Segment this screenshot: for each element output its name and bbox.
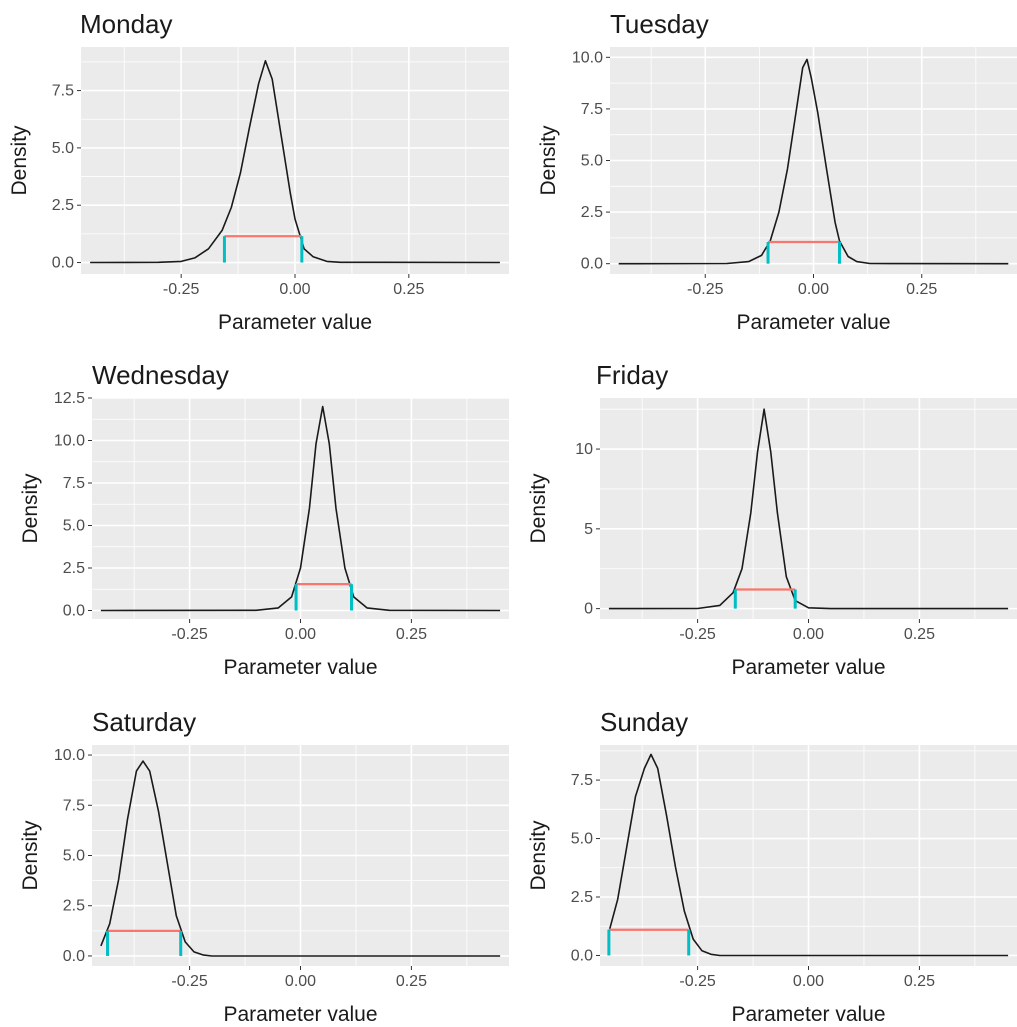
density-line [100, 760, 501, 957]
x-axis-label: Parameter value [223, 656, 377, 679]
x-tick-label: 0.25 [396, 626, 427, 643]
y-axis-label: Density [527, 820, 550, 891]
y-tick-label: 10.0 [572, 49, 603, 66]
y-tick-label: 5.0 [581, 153, 603, 170]
y-tick-label: 2.5 [52, 197, 74, 214]
y-tick-label: 2.5 [581, 204, 603, 221]
y-tick-label: 2.5 [63, 560, 85, 577]
panel-title: Friday [596, 360, 668, 390]
chart-panel-sunday: -0.25 0.00 0.25 0.0 2.5 5.0 7.5 Sunday Parameter… [508, 692, 1017, 1027]
y-tick-label: 0.0 [571, 947, 593, 964]
y-tick-label: 7.5 [581, 101, 603, 118]
x-tick-label: 0.25 [396, 973, 427, 990]
density-line [608, 408, 1009, 610]
chart-panel-monday: -0.25 0.00 0.25 0.0 2.5 5.0 7.5 Monday Parameter… [0, 0, 509, 335]
chart-svg: -0.25 0.00 0.25 0.0 2.5 5.0 7.5 Monday Parameter… [8, 9, 509, 334]
x-tick-label: 0.25 [904, 973, 935, 990]
x-tick-label: -0.25 [687, 281, 724, 298]
y-tick-label: 12.5 [54, 390, 85, 407]
panel-title: Monday [80, 9, 173, 39]
y-tick-label: 7.5 [52, 83, 74, 100]
y-tick-label: 10.0 [54, 747, 85, 764]
x-tick-label: 0.00 [793, 973, 824, 990]
y-tick-label: 2.5 [63, 898, 85, 915]
y-axis-label: Density [19, 820, 42, 891]
density-line [90, 60, 500, 264]
y-axis-label: Density [19, 473, 42, 544]
chart-svg: -0.25 0.00 0.25 0.0 2.5 5.0 7.5 Sunday Parameter… [527, 707, 1017, 1026]
chart-svg: -0.25 0.00 0.25 0 5 10 Friday Parameter value De… [527, 360, 1017, 679]
x-axis-label: Parameter value [731, 1003, 885, 1026]
chart-svg: -0.25 0.00 0.25 0.0 2.5 5.0 7.5 10.0 Tuesday Para… [537, 9, 1017, 334]
x-tick-label: -0.25 [163, 281, 200, 298]
chart-panel-wednesday: -0.25 0.00 0.25 0.0 2.5 5.0 7.5 10.0 12.5 Wednesd… [0, 345, 509, 680]
y-axis-label: Density [537, 125, 560, 196]
y-tick-label: 0.0 [52, 255, 74, 272]
x-tick-label: -0.25 [679, 626, 716, 643]
chart-panel-friday: -0.25 0.00 0.25 0 5 10 Friday Parameter value De… [508, 345, 1017, 680]
y-tick-label: 5.0 [52, 140, 74, 157]
y-axis-label: Density [8, 125, 31, 196]
x-tick-label: 0.25 [906, 281, 937, 298]
y-tick-label: 5 [584, 521, 593, 538]
density-line [608, 753, 1009, 957]
y-tick-label: 2.5 [571, 889, 593, 906]
y-tick-label: 0.0 [63, 948, 85, 965]
x-tick-label: 0.00 [793, 626, 824, 643]
x-axis-label: Parameter value [218, 311, 372, 334]
x-axis-label: Parameter value [731, 656, 885, 679]
y-tick-label: 10 [575, 441, 593, 458]
y-tick-label: 0.0 [581, 256, 603, 273]
density-line [100, 405, 501, 612]
x-tick-label: -0.25 [171, 973, 208, 990]
y-tick-label: 5.0 [63, 848, 85, 865]
x-axis-label: Parameter value [223, 1003, 377, 1026]
y-tick-label: 5.0 [63, 518, 85, 535]
x-tick-label: -0.25 [679, 973, 716, 990]
y-tick-label: 0.0 [63, 603, 85, 620]
density-line [618, 58, 1009, 265]
y-axis-label: Density [527, 473, 550, 544]
x-tick-label: 0.00 [798, 281, 829, 298]
y-tick-label: 0 [584, 601, 593, 618]
chart-svg: -0.25 0.00 0.25 0.0 2.5 5.0 7.5 10.0 12.5 Wednesd… [19, 360, 509, 679]
y-tick-label: 10.0 [54, 433, 85, 450]
x-tick-label: 0.00 [285, 626, 316, 643]
panel-title: Saturday [92, 707, 196, 737]
panel-title: Wednesday [92, 360, 229, 390]
y-tick-label: 7.5 [571, 772, 593, 789]
y-tick-label: 7.5 [63, 475, 85, 492]
x-axis-label: Parameter value [736, 311, 890, 334]
chart-panel-saturday: -0.25 0.00 0.25 0.0 2.5 5.0 7.5 10.0 Saturday Par… [0, 692, 509, 1027]
y-tick-label: 7.5 [63, 797, 85, 814]
y-tick-label: 5.0 [571, 831, 593, 848]
x-tick-label: -0.25 [171, 626, 208, 643]
panel-title: Tuesday [610, 9, 709, 39]
x-tick-label: 0.00 [279, 281, 310, 298]
x-tick-label: 0.00 [285, 973, 316, 990]
x-tick-label: 0.25 [393, 281, 424, 298]
panel-title: Sunday [600, 707, 688, 737]
x-tick-label: 0.25 [904, 626, 935, 643]
chart-svg: -0.25 0.00 0.25 0.0 2.5 5.0 7.5 10.0 Saturday Par… [19, 707, 509, 1026]
chart-panel-tuesday: -0.25 0.00 0.25 0.0 2.5 5.0 7.5 10.0 Tuesday Para… [508, 0, 1017, 335]
